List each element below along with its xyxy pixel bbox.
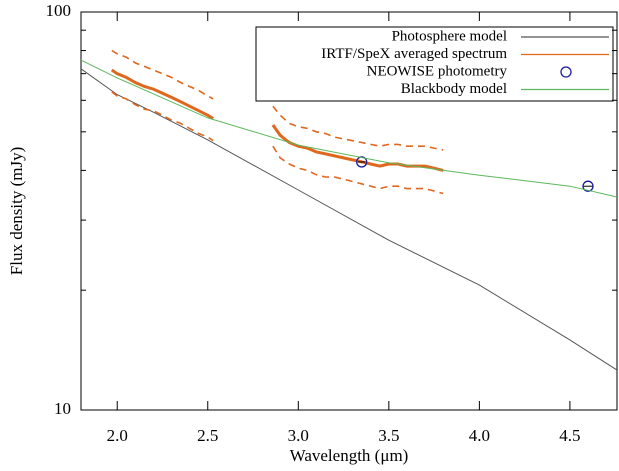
x-tick-label: 3.0 [288,426,309,445]
y-tick-label: 100 [46,1,72,20]
x-tick-label: 4.5 [559,426,580,445]
series-line [80,59,618,198]
plot-frame [80,11,618,411]
x-axis-label: Wavelength (μm) [290,446,409,465]
data-point [582,180,594,192]
legend-swatch [560,66,572,78]
legend-label: NEOWISE photometry [367,63,508,79]
legend-label: IRTF/SpeX averaged spectrum [321,46,507,62]
upper-bound-line [111,49,444,151]
x-tick-label: 3.5 [378,426,399,445]
series-line [80,68,618,371]
x-tick-label: 2.0 [107,426,128,445]
lower-bound-line [111,91,444,195]
x-tick-label: 2.5 [197,426,218,445]
legend-box [255,26,614,102]
legend-label: Photosphere model [392,28,507,44]
data-point [356,156,368,168]
legend-label: Blackbody model [401,81,507,97]
legend: Photosphere model IRTF/SpeX averaged spec… [255,26,614,102]
y-tick-label: 10 [54,399,71,418]
x-tick-label: 4.0 [469,426,490,445]
y-axis-label: Flux density (mJy) [7,147,26,275]
